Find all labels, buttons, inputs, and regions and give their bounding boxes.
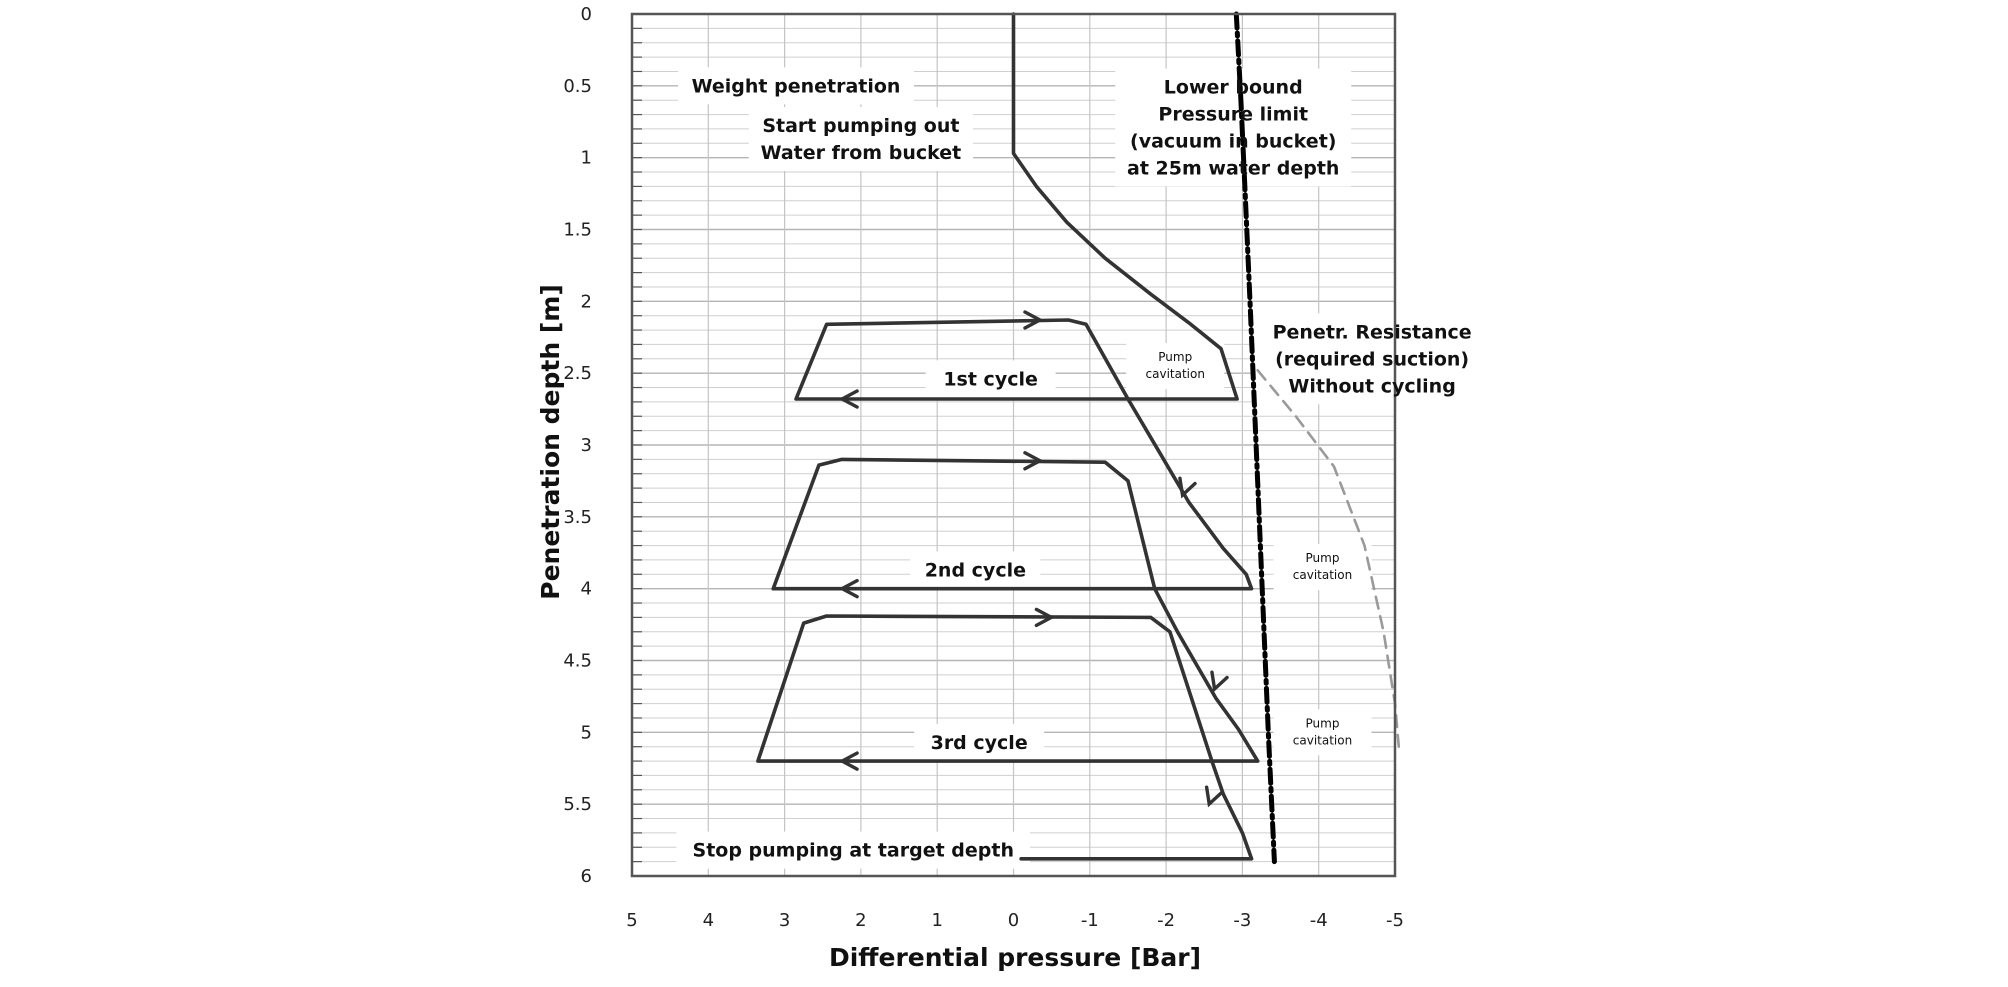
y-tick-label: 1 [581, 148, 592, 169]
annotation-text: (required suction) [1275, 348, 1469, 370]
flow-arrow-right [1034, 607, 1056, 628]
y-tick-label: 3 [581, 435, 592, 456]
y-tick-label: 2.5 [563, 363, 592, 384]
x-tick-label: -4 [1310, 910, 1328, 931]
annotation-text: Pump [1306, 551, 1340, 565]
annotation-background [1254, 313, 1491, 405]
x-tick-label: -5 [1386, 910, 1404, 931]
annotation-layer: Weight penetration Start pumping out Water… [692, 75, 1472, 861]
flow-arrow-left [838, 389, 859, 409]
y-tick-label: 4 [581, 579, 592, 600]
arrow-layer [838, 310, 1229, 808]
annotation-text: Water from bucket [761, 142, 962, 164]
axes-layer [630, 12, 1397, 878]
annotation-text: 2nd cycle [925, 559, 1026, 581]
x-axis-title: Differential pressure [Bar] [829, 943, 1201, 972]
x-tick-label: 1 [931, 910, 942, 931]
x-tick-label: -2 [1157, 910, 1175, 931]
annotation-background [1115, 68, 1352, 187]
annotation-background [676, 831, 1031, 869]
annotation-text: Pressure limit [1158, 103, 1308, 125]
annotation-background [925, 360, 1056, 398]
annotation-background [678, 67, 915, 105]
annotation-background [910, 551, 1041, 589]
annotation-text: Without cycling [1288, 375, 1455, 397]
annotation-text: Penetr. Resistance [1273, 321, 1472, 343]
annotation-text: 1st cycle [943, 368, 1038, 390]
label-background-layer [676, 67, 1491, 869]
annotation-text: 3rd cycle [931, 732, 1028, 754]
annotation-text: Weight penetration [692, 75, 901, 97]
y-axis-title: Penetration depth [m] [536, 284, 565, 599]
y-tick-label: 1.5 [563, 220, 592, 241]
y-tick-label: 2 [581, 291, 592, 312]
x-tick-label: -1 [1081, 910, 1099, 931]
annotation-background [1273, 709, 1372, 756]
series-line-1 [756, 12, 1260, 861]
y-tick-label: 5.5 [563, 794, 592, 815]
flow-arrow-down [1204, 785, 1224, 808]
y-tick-label: 6 [581, 866, 592, 887]
y-tick-label: 0 [581, 4, 592, 25]
flow-arrow-left [838, 578, 859, 599]
annotation-background [1126, 342, 1225, 389]
annotation-background [1273, 544, 1372, 591]
x-tick-label: 0 [1008, 910, 1019, 931]
annotation-text: Lower bound [1164, 76, 1303, 98]
y-tick-label: 5 [581, 722, 592, 743]
flow-arrow-down [1210, 670, 1229, 693]
x-tick-label: 5 [626, 910, 637, 931]
x-tick-label: 2 [855, 910, 866, 931]
x-tick-label: 3 [779, 910, 790, 931]
annotation-text: Pump [1158, 350, 1192, 364]
annotation-text: Start pumping out [762, 115, 959, 137]
x-tick-label: -3 [1233, 910, 1251, 931]
annotation-text: cavitation [1293, 568, 1352, 582]
y-tick-label: 4.5 [563, 651, 592, 672]
annotation-text: cavitation [1146, 367, 1205, 381]
x-tick-label: 4 [703, 910, 714, 931]
annotation-text: Stop pumping at target depth [693, 840, 1015, 862]
annotation-text: at 25m water depth [1127, 157, 1339, 179]
annotation-background [914, 723, 1045, 761]
flow-arrow-left [838, 751, 859, 771]
tick-label-layer: 5 4 3 2 1 0 -1 -2 -3 -4 -5 0 0.5 1 1.5 2 2.5 3 3.5 4 4.5 5 5.5… [563, 4, 1404, 931]
series-line-2 [1233, 11, 1277, 865]
y-tick-label: 3.5 [563, 507, 592, 528]
annotation-text: cavitation [1293, 733, 1352, 747]
plot-area-frame [630, 12, 1397, 878]
annotation-text: (vacuum in bucket) [1130, 130, 1336, 152]
flow-arrow-right [1023, 451, 1044, 471]
annotation-text: Pump [1306, 716, 1340, 730]
y-tick-label: 0.5 [563, 76, 592, 97]
flow-arrow-right [1023, 310, 1044, 330]
flow-arrow-down [1178, 476, 1197, 499]
annotation-background [748, 106, 974, 171]
